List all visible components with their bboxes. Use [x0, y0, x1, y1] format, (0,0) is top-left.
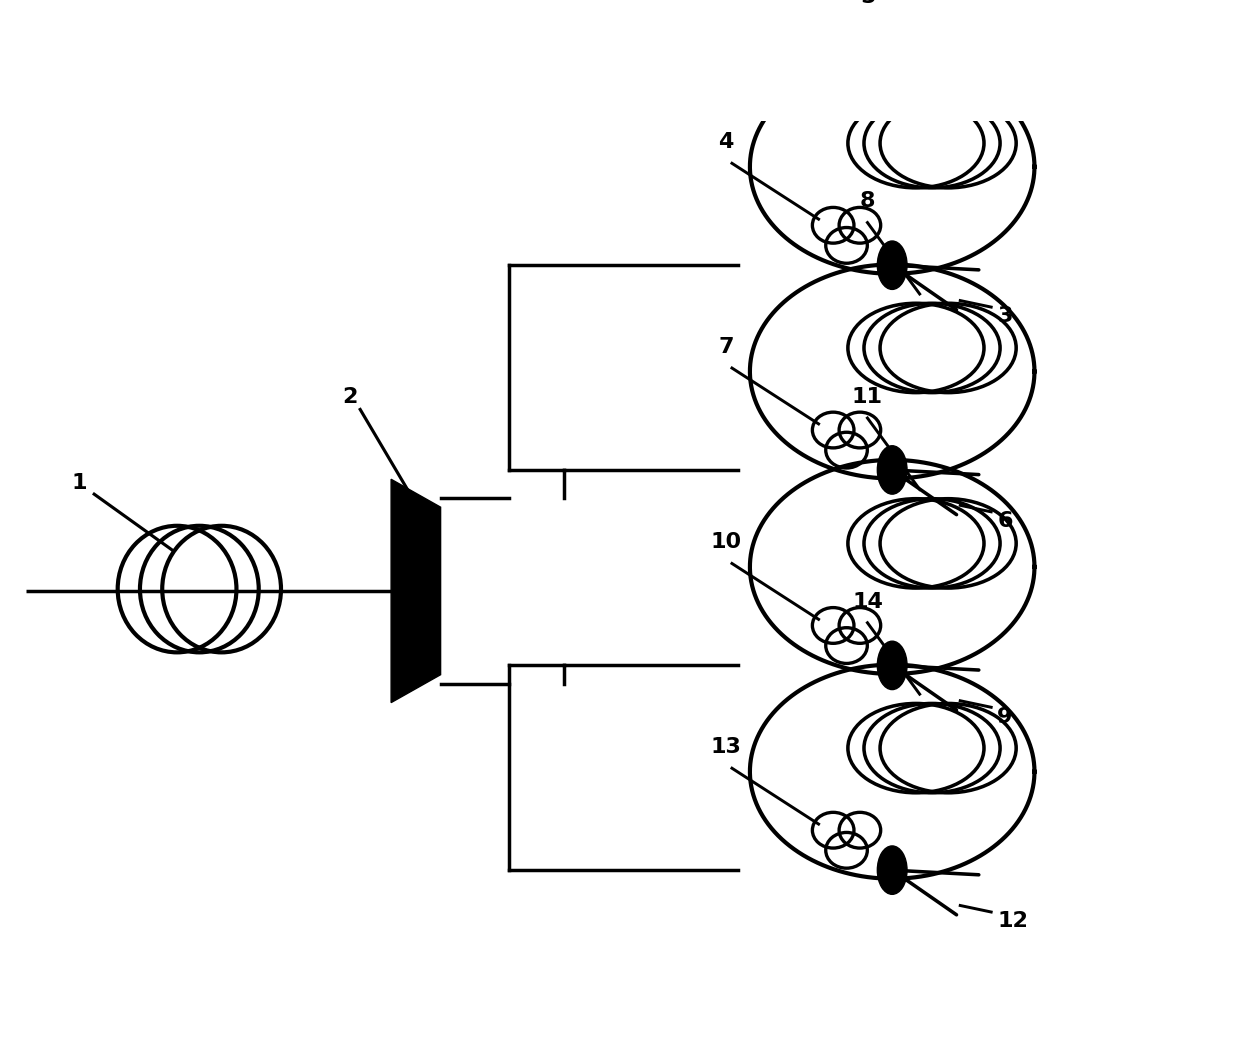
Ellipse shape: [878, 445, 906, 494]
Text: 10: 10: [711, 533, 742, 553]
Text: 5: 5: [859, 0, 875, 6]
Text: 9: 9: [997, 707, 1013, 727]
Polygon shape: [391, 479, 440, 702]
Text: 2: 2: [342, 388, 358, 408]
Text: 13: 13: [711, 737, 742, 757]
Text: 14: 14: [852, 592, 883, 612]
Text: 6: 6: [997, 511, 1013, 531]
Text: 1: 1: [72, 473, 87, 493]
Text: 4: 4: [718, 132, 734, 152]
Text: 7: 7: [718, 337, 734, 357]
Text: 11: 11: [852, 386, 883, 406]
Ellipse shape: [878, 846, 906, 894]
Ellipse shape: [878, 641, 906, 690]
Ellipse shape: [878, 241, 906, 290]
Text: 8: 8: [859, 192, 875, 212]
Text: 12: 12: [997, 911, 1028, 931]
Text: 3: 3: [997, 306, 1013, 326]
